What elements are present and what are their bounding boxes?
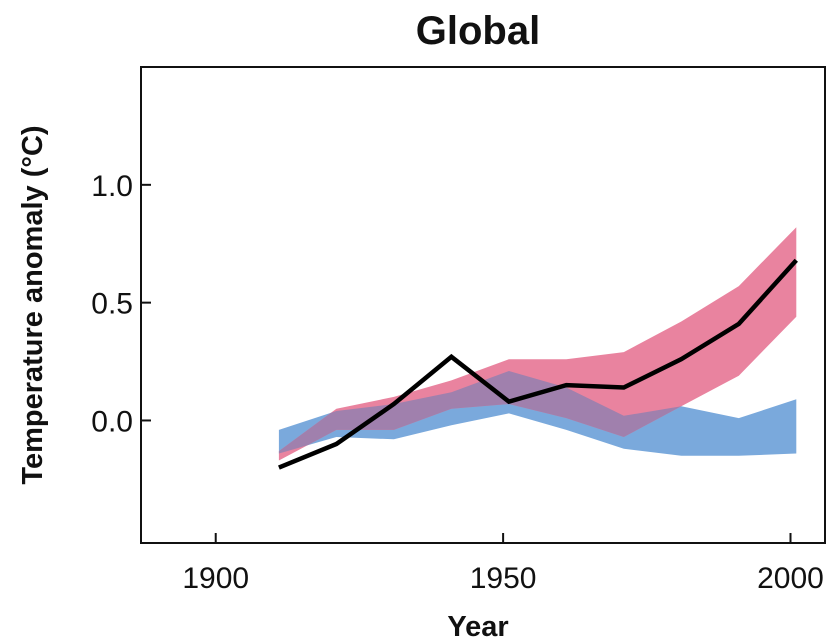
- y-tick-label: 0.5: [91, 288, 133, 321]
- observed-line: [278, 258, 798, 470]
- y-axis-label: Temperature anomaly (°C): [17, 125, 49, 484]
- plot-frame: [140, 66, 826, 544]
- chart-title: Global: [416, 9, 540, 53]
- x-tick-label: 2000: [757, 562, 824, 595]
- bands-layer: [278, 227, 797, 461]
- y-tick-label: 0.0: [91, 405, 133, 438]
- x-axis: 1900 1950 2000: [182, 533, 824, 595]
- y-tick-label: 1.0: [91, 170, 133, 203]
- plot-area: [278, 227, 798, 470]
- lines-layer: [278, 258, 798, 470]
- x-tick-label: 1950: [470, 562, 537, 595]
- band-natural-forcings: [278, 371, 797, 456]
- x-tick-label: 1900: [182, 562, 249, 595]
- y-axis: 0.0 0.5 1.0: [91, 170, 151, 438]
- x-axis-label: Year: [447, 611, 508, 642]
